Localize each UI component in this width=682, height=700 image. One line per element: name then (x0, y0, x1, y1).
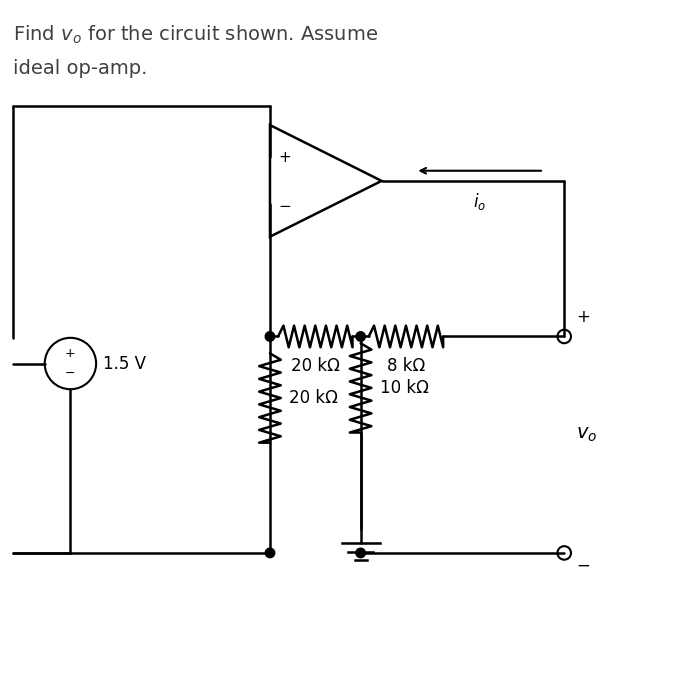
Text: 20 kΩ: 20 kΩ (291, 357, 340, 374)
Text: $v_o$: $v_o$ (576, 425, 597, 444)
Text: 10 kΩ: 10 kΩ (380, 379, 428, 397)
Text: −: − (576, 556, 591, 574)
Text: $-$: $-$ (278, 197, 291, 212)
Text: 8 kΩ: 8 kΩ (387, 357, 425, 374)
Text: +: + (65, 347, 76, 360)
Text: 1.5 V: 1.5 V (103, 354, 146, 372)
Text: +: + (576, 308, 591, 326)
Circle shape (356, 332, 366, 341)
Text: 20 kΩ: 20 kΩ (289, 389, 338, 407)
Text: +: + (278, 150, 291, 165)
Circle shape (265, 548, 275, 558)
Circle shape (265, 332, 275, 341)
Text: ideal op-amp.: ideal op-amp. (13, 59, 147, 78)
Circle shape (356, 548, 366, 558)
Text: −: − (65, 368, 76, 380)
Text: $i_o$: $i_o$ (473, 191, 486, 212)
Text: Find $v_o$ for the circuit shown. Assume: Find $v_o$ for the circuit shown. Assume (13, 24, 378, 46)
